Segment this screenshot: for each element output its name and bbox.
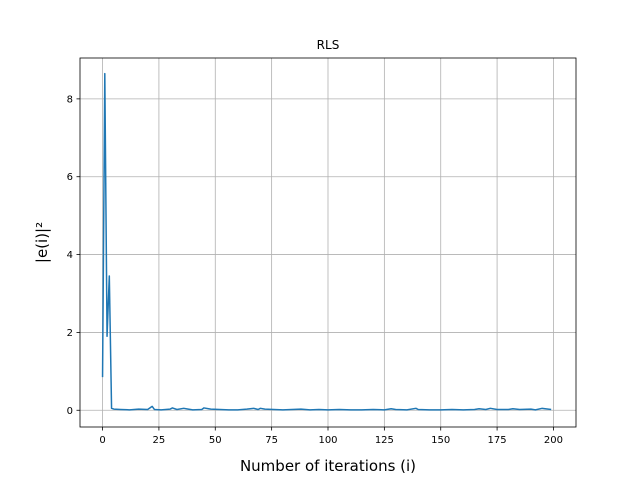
y-tick-label: 6 [67, 172, 73, 183]
x-tick-label: 175 [488, 435, 507, 446]
y-axis-label: |e(i)|² [33, 222, 51, 263]
chart-title: RLS [317, 38, 340, 52]
y-tick-label: 4 [67, 250, 73, 261]
y-tick-label: 2 [67, 328, 73, 339]
y-tick-label: 0 [67, 406, 73, 417]
ticks: 0 25 50 75 100 125 150 175 200 0 2 4 6 8 [67, 94, 563, 446]
x-tick-label: 100 [318, 435, 337, 446]
x-tick-label: 150 [431, 435, 450, 446]
x-tick-label: 25 [153, 435, 166, 446]
x-tick-label: 125 [375, 435, 394, 446]
x-tick-label: 50 [209, 435, 222, 446]
x-axis-label: Number of iterations (i) [240, 457, 416, 475]
x-tick-label: 200 [544, 435, 563, 446]
x-tick-label: 75 [265, 435, 278, 446]
series-line [101, 72, 552, 411]
x-tick-label: 0 [99, 435, 105, 446]
plot-area [101, 72, 552, 411]
y-tick-label: 8 [67, 94, 73, 105]
